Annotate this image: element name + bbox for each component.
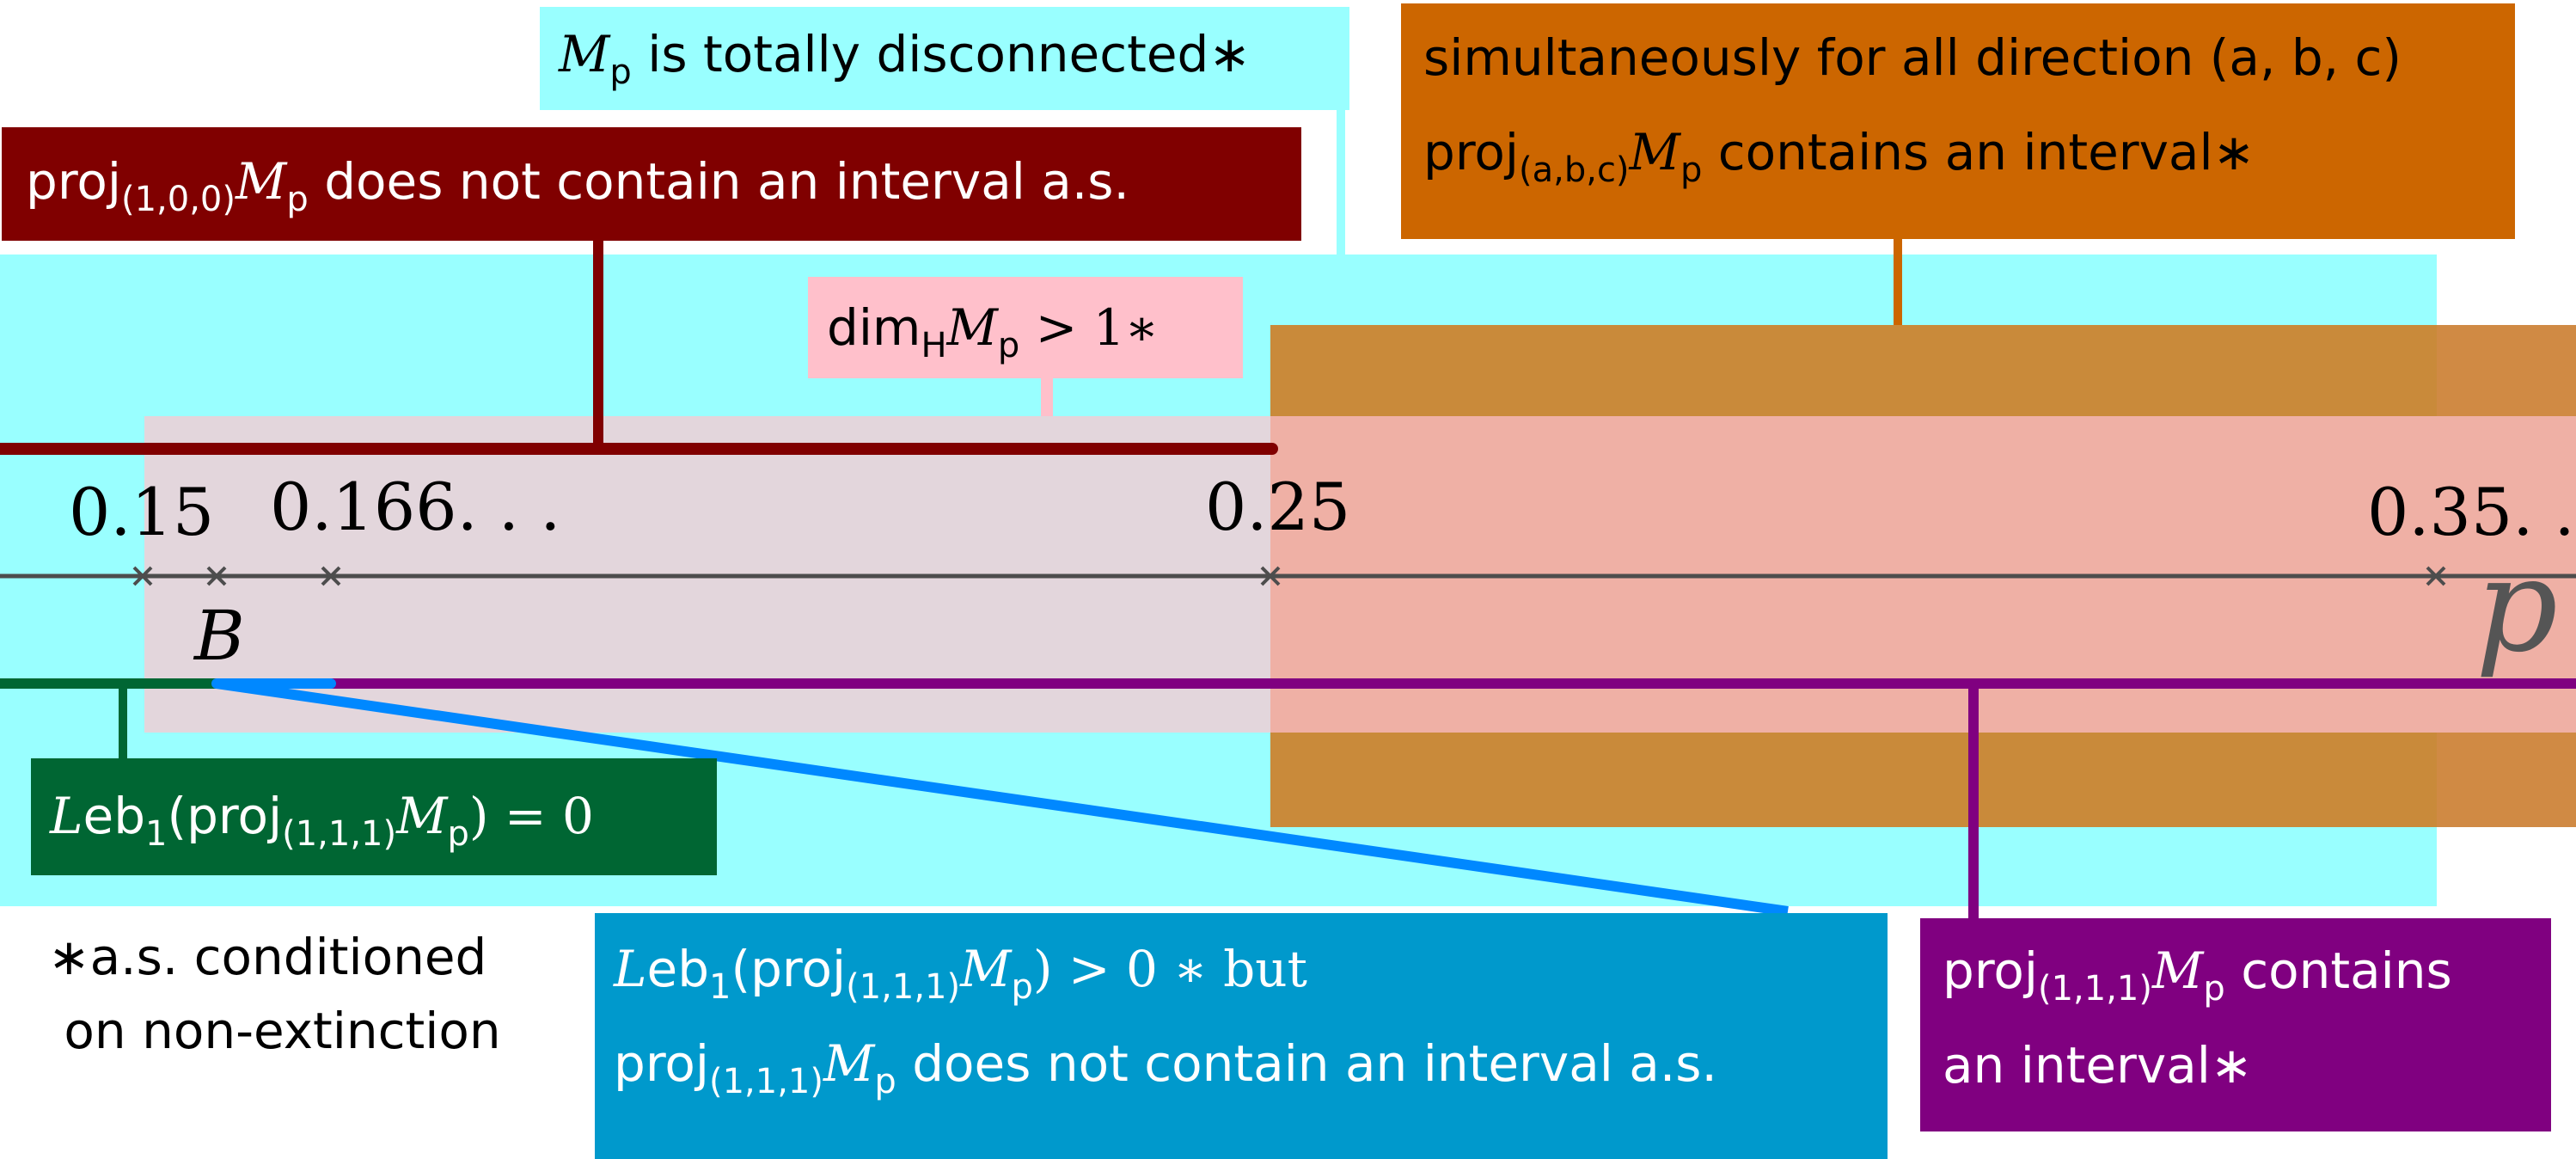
- tick-label-2: 0.25: [1205, 469, 1351, 545]
- label-proj-100: proj(1,0,0)Mp does not contain an interv…: [2, 127, 1301, 241]
- label-all-directions: simultaneously for all direction (a, b, …: [1401, 3, 2515, 239]
- tick-label-0: 0.15: [69, 474, 215, 550]
- footnote: ∗a.s. conditioned on non-extinction: [48, 920, 501, 1068]
- label-lebesgue-positive: Leb1(proj(1,1,1)Mp) > 0 ∗ but proj(1,1,1…: [595, 913, 1888, 1159]
- tick-mark-3: [1260, 566, 1281, 586]
- threshold-b-label: B: [194, 596, 245, 676]
- blue-diagonal-connector: [216, 678, 1789, 917]
- label-hausdorff-dimension: dimHMp > 1∗: [808, 277, 1243, 378]
- region-right-edge-lower: [2437, 733, 2576, 827]
- tick-mark-2: [321, 566, 341, 586]
- tick-marks: [132, 566, 2446, 586]
- region-right-edge: [2437, 325, 2576, 416]
- footnote-line-1: ∗a.s. conditioned: [48, 928, 487, 986]
- tick-label-3: 0.35. . .: [2367, 474, 2576, 550]
- axis-variable-label: p: [2475, 531, 2559, 681]
- footnote-line-2: on non-extinction: [48, 1002, 501, 1060]
- tick-mark-4: [2426, 566, 2446, 586]
- tick-mark-0: [132, 566, 153, 586]
- label-lebesgue-zero: Leb1(proj(1,1,1)Mp) = 0: [31, 758, 717, 875]
- label-contains-interval: proj(1,1,1)Mp contains an interval∗: [1920, 918, 2551, 1131]
- tick-mark-1: [206, 566, 227, 586]
- tick-label-1: 0.166. . .: [270, 469, 561, 545]
- label-totally-disconnected: Mp is totally disconnected∗: [540, 7, 1349, 110]
